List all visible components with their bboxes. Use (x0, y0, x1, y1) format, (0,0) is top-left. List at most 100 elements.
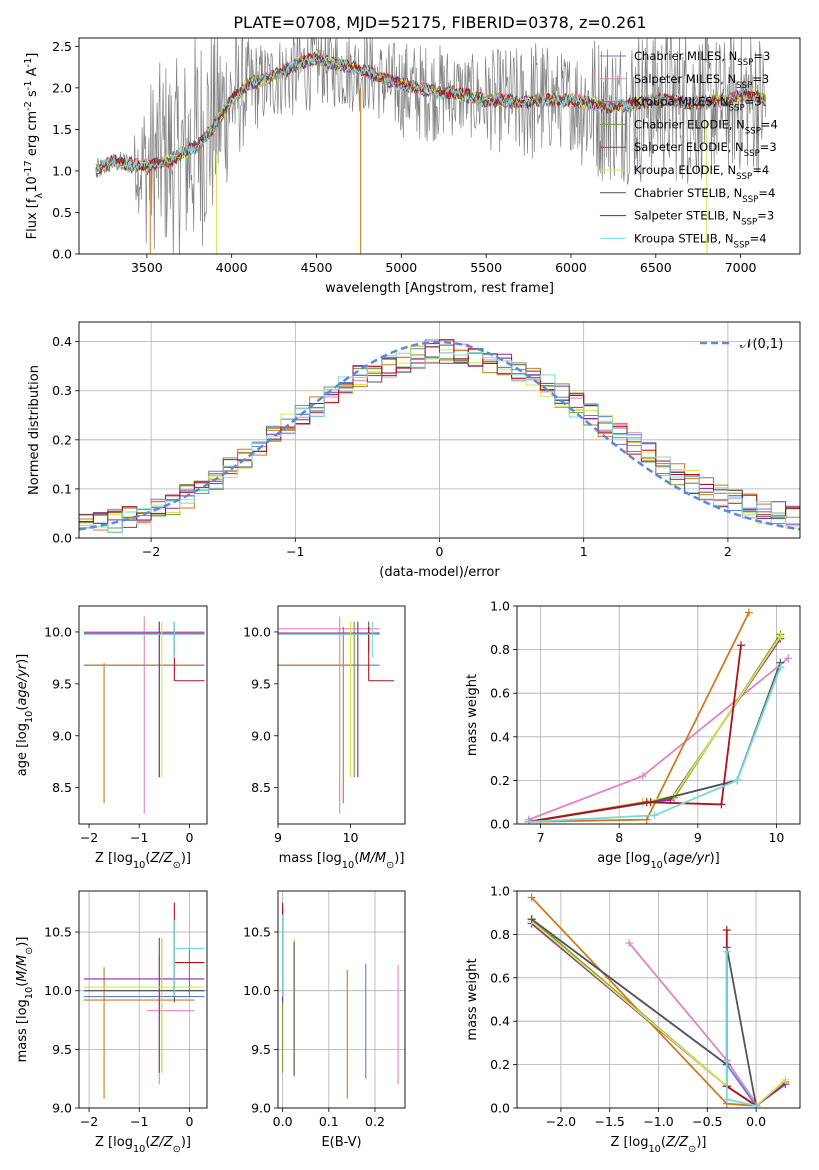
panel-residual-hist: −2 −1 0 1 2 0.0 0.1 0.2 0.3 0.4 (data-model)/error… (27, 321, 801, 580)
y-tick-label: 9.5 (52, 1042, 72, 1057)
legend-label: 𝒩(0,1) (740, 337, 783, 352)
text-span: =4 (761, 117, 778, 131)
y-tick-label: 0.8 (490, 642, 510, 657)
text-span: (data-model)/error (379, 565, 500, 580)
axes-frame (78, 37, 801, 255)
text-span: age [log (597, 851, 650, 866)
x-axis-label: (data-model)/error (379, 565, 500, 580)
x-tick-label: 6000 (555, 260, 587, 275)
legend-label: Kroupa MILES, NSSP=3 (634, 95, 762, 114)
text-span: =3 (757, 209, 774, 223)
text-span: 10 (24, 987, 35, 999)
y-tick-label: 0.6 (490, 686, 510, 701)
text-span: age/yr (668, 851, 711, 866)
y-tick-label: 0.0 (52, 247, 72, 262)
x-axis-label: age [log10(age/yr)] (597, 851, 720, 871)
x-tick-label: 8 (615, 830, 623, 845)
text-span: ( (145, 1135, 150, 1150)
text-span: E(B-V) (321, 1135, 361, 1150)
y-tick-label: 0.4 (490, 729, 510, 744)
y-tick-label: 8.5 (52, 780, 72, 795)
text-span: Kroupa STELIB, N (634, 231, 734, 245)
text-span: SSP (742, 195, 758, 205)
text-span: SSP (744, 149, 760, 159)
y-axis-label: Normed distribution (27, 365, 42, 495)
y-tick-label: 10.0 (243, 983, 271, 998)
x-tick-label: 9 (694, 830, 702, 845)
text-span: -1 (23, 80, 34, 90)
legend-label: Kroupa ELODIE, NSSP=4 (634, 163, 769, 182)
text-span: SSP (734, 240, 750, 250)
y-tick-label: 0.6 (490, 970, 510, 985)
text-span: =4 (758, 186, 775, 200)
x-axis-label: Z [log10(Z/Z⊙)] (95, 851, 191, 871)
hist-legend: 𝒩(0,1) (700, 337, 783, 352)
x-tick-label: 0.0 (746, 1114, 766, 1129)
x-axis-label: wavelength [Angstrom, rest frame] (325, 281, 554, 296)
text-span: -1 (23, 58, 34, 68)
y-tick-label: 10.0 (44, 624, 72, 639)
text-span: =4 (752, 163, 769, 177)
plots-layer: 3500 4000 4500 5000 5500 6000 6500 70000.00.51.… (15, 37, 801, 1155)
x-tick-label: 5000 (385, 260, 417, 275)
text-span: Z/Z (665, 1135, 689, 1150)
text-span: Salpeter MILES, N (634, 72, 736, 86)
text-span: 10 (133, 1144, 145, 1155)
x-axis-label: Z [log10(Z/Z⊙)] (95, 1135, 191, 1155)
text-span: M/M (15, 955, 30, 982)
panel-spectrum: 3500 4000 4500 5000 5500 6000 6500 7000 0.0 0.5 1.… (23, 37, 801, 296)
text-span: mass weight (465, 958, 480, 1040)
x-axis-label: mass [log10(M/M⊙)] (279, 851, 405, 871)
lines-weight-vs-age (524, 608, 793, 824)
text-span: )] (181, 1135, 191, 1150)
text-span: SSP (729, 104, 745, 114)
y-tick-label: 9.0 (251, 728, 271, 743)
text-span: A (25, 67, 40, 80)
y-axis-label: mass weight (465, 674, 480, 756)
y-tick-label: 1.5 (52, 122, 72, 137)
x-tick-label: 9 (274, 830, 282, 845)
x-tick-label: 10 (768, 830, 784, 845)
y-tick-label: 9.5 (251, 1042, 271, 1057)
y-tick-label: 1.0 (490, 884, 510, 899)
text-span: Normed distribution (27, 365, 42, 495)
text-span: Z/Z (149, 1135, 173, 1150)
y-tick-label: 0.1 (52, 481, 72, 496)
x-tick-label: 7 (537, 830, 545, 845)
text-span: Flux [f (25, 198, 40, 239)
x-tick-label: 10 (343, 830, 359, 845)
text-span: )] (181, 851, 191, 866)
text-span: Z [log (95, 851, 133, 866)
text-span: 10 (24, 711, 35, 723)
text-span: 𝒩(0,1) (740, 337, 783, 352)
x-tick-label: 7000 (725, 260, 757, 275)
weight-series-9 (528, 666, 782, 823)
y-axis-label: mass [log10(M/M⊙)] (15, 937, 35, 1063)
axes-frame (78, 321, 801, 539)
y-tick-label: 1.0 (52, 163, 72, 178)
x-tick-label: 6500 (640, 260, 672, 275)
crosses-age-vs-z (84, 616, 205, 814)
x-tick-label: 4000 (216, 260, 248, 275)
x-tick-label: −1.0 (643, 1114, 673, 1129)
text-span: ( (663, 851, 668, 866)
text-span: )] (15, 654, 30, 664)
text-span: 10 (25, 176, 40, 193)
y-tick-label: 0.0 (490, 1101, 510, 1116)
panel-mass-vs-ebv: 0.0 0.1 0.2 9.0 9.5 10.0 10.5 E(B-V) (243, 890, 406, 1150)
text-span: λ (34, 193, 45, 199)
y-tick-label: 0.4 (52, 334, 72, 349)
text-span: =3 (760, 140, 777, 154)
axes-frame (277, 605, 406, 825)
y-tick-label: 10.0 (243, 624, 271, 639)
text-span: SSP (741, 218, 757, 228)
text-span: ] (25, 53, 40, 58)
axes-frame (277, 890, 406, 1109)
text-span: ⊙ (24, 947, 35, 955)
y-tick-label: 0.5 (52, 205, 72, 220)
text-span: SSP (745, 126, 761, 136)
text-span: erg cm (25, 111, 40, 160)
x-tick-label: 0 (185, 1114, 193, 1129)
